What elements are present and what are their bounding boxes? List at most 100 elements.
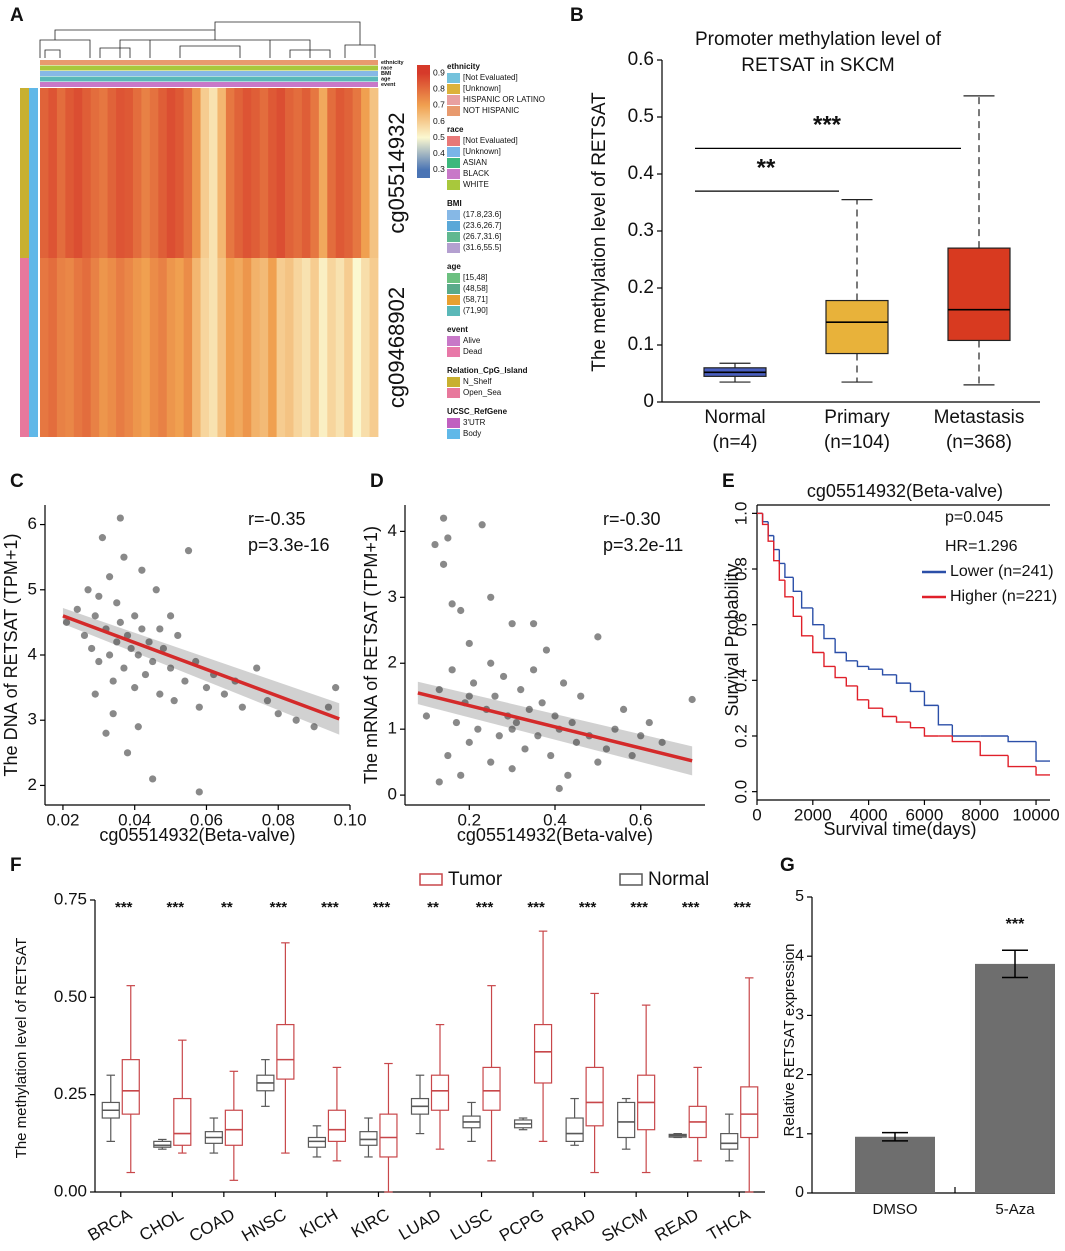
x-tick-label: BRCA <box>85 1205 136 1245</box>
legend-label: BLACK <box>463 169 490 178</box>
point <box>611 725 619 733</box>
survival-step <box>867 666 883 670</box>
survival-step <box>812 635 824 654</box>
legend-label: Higher (n=221) <box>950 588 1057 605</box>
point <box>658 738 666 746</box>
legend-label: (26.7,31.6] <box>463 232 501 241</box>
point <box>469 679 478 687</box>
point <box>141 670 150 679</box>
point <box>253 664 261 672</box>
point <box>73 605 81 613</box>
heatmap-cell <box>132 88 142 258</box>
survival-step <box>778 560 785 581</box>
x-tick-label: 0.4 <box>543 810 567 829</box>
y-axis-title: The mRNA of RETSAT (TPM+1) <box>361 526 381 784</box>
x-tick-label: KICH <box>296 1205 341 1242</box>
heatmap-cell <box>48 258 58 437</box>
y-tick-label: 1 <box>795 1125 804 1142</box>
x-tick-label: LUAD <box>395 1205 444 1244</box>
legend-label: Alive <box>463 336 481 345</box>
point <box>499 672 508 681</box>
annotation: r=-0.35 <box>248 509 306 529</box>
color-tick-label: 0.6 <box>433 116 445 126</box>
point <box>688 695 696 704</box>
point <box>422 712 431 720</box>
heatmap-cell <box>369 258 379 437</box>
y-tick-label: 0.4 <box>731 669 750 693</box>
heatmap-cell <box>99 88 108 258</box>
point <box>529 620 538 628</box>
point <box>332 684 340 692</box>
point <box>435 778 443 786</box>
point <box>238 703 246 711</box>
survival-step <box>800 616 813 637</box>
significance-label: ** <box>221 899 233 916</box>
survival-step <box>909 722 925 729</box>
heatmap-cell <box>268 258 277 437</box>
bar <box>855 1136 935 1193</box>
x-tick-label: HNSC <box>238 1205 289 1246</box>
x-tick-label: SKCM <box>598 1205 650 1246</box>
point <box>80 631 89 640</box>
survival-step <box>784 563 794 579</box>
box <box>533 1023 553 1084</box>
x-tick-label: PCPG <box>496 1205 547 1246</box>
annotation: HR=1.296 <box>945 538 1018 555</box>
x-tick-label: 0.08 <box>262 810 295 829</box>
heatmap-cell <box>48 88 58 258</box>
survival-step <box>773 541 780 562</box>
point <box>181 677 189 685</box>
x-axis-title: cg05514932(Beta-valve) <box>99 825 295 845</box>
significance-label: *** <box>630 899 648 916</box>
legend-swatch <box>447 84 460 94</box>
y-tick-label: 0.50 <box>54 987 87 1006</box>
legend-swatch <box>447 377 460 387</box>
panel-label: F <box>10 855 22 876</box>
color-tick-label: 0.8 <box>433 83 445 93</box>
significance-label: *** <box>476 899 494 916</box>
point <box>487 659 495 667</box>
x-tick-label: 0.06 <box>190 810 223 829</box>
x-axis-title: cg05514932(Beta-valve) <box>457 825 653 845</box>
point <box>512 718 521 727</box>
point <box>508 765 516 773</box>
point <box>149 775 157 783</box>
box <box>359 1131 378 1146</box>
box <box>276 1023 295 1080</box>
y-tick-label: 2 <box>28 775 37 794</box>
legend-label: HISPANIC OR LATINO <box>463 95 545 104</box>
point <box>452 718 461 727</box>
track <box>40 82 378 87</box>
y-tick-label: 2 <box>795 1066 804 1083</box>
track <box>40 76 378 82</box>
x-tick-label: Normal <box>704 407 765 428</box>
color-tick-label: 0.3 <box>433 164 445 174</box>
heatmap-cell <box>124 258 134 437</box>
point <box>105 651 114 659</box>
panel-label: A <box>10 5 24 26</box>
heatmap-cell <box>40 258 49 437</box>
point <box>521 745 529 753</box>
point <box>577 692 585 700</box>
box <box>720 1132 739 1150</box>
survival-step <box>761 513 769 523</box>
heatmap-cell <box>99 258 108 437</box>
y-tick-label: 0.1 <box>628 334 654 355</box>
survival-step <box>937 705 953 726</box>
x-tick-label: 0.04 <box>118 810 151 829</box>
survival-step <box>1007 735 1037 743</box>
point <box>123 631 132 640</box>
x-tick-label: CHOL <box>136 1205 186 1245</box>
point <box>594 758 602 766</box>
survival-step <box>823 624 836 640</box>
box <box>121 1059 140 1115</box>
point <box>174 631 182 640</box>
heatmap-cell <box>318 88 328 258</box>
x-tick-label: PRAD <box>548 1205 598 1245</box>
survival-step <box>979 741 1009 757</box>
point <box>263 697 272 705</box>
y-tick-label: 2 <box>388 653 397 672</box>
legend-swatch <box>447 106 460 116</box>
box <box>430 1074 450 1111</box>
significance-label: *** <box>167 899 185 916</box>
